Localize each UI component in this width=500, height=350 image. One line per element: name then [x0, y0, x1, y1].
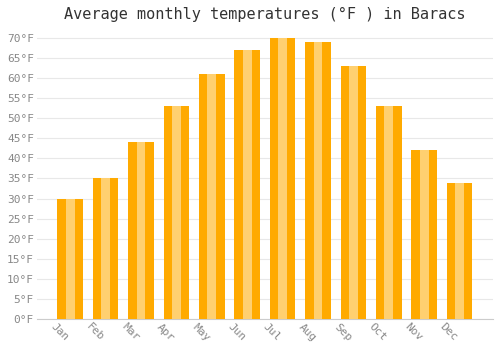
Bar: [455, 182, 464, 319]
Bar: [66, 198, 74, 319]
Bar: [349, 66, 358, 319]
Bar: [199, 74, 224, 319]
Bar: [384, 106, 393, 319]
Bar: [447, 182, 472, 319]
Bar: [270, 38, 295, 319]
Bar: [172, 106, 181, 319]
Bar: [314, 42, 322, 319]
Bar: [164, 106, 189, 319]
Title: Average monthly temperatures (°F ) in Baracs: Average monthly temperatures (°F ) in Ba…: [64, 7, 466, 22]
Bar: [278, 38, 287, 319]
Bar: [234, 50, 260, 319]
Bar: [412, 150, 437, 319]
Bar: [340, 66, 366, 319]
Bar: [93, 178, 118, 319]
Bar: [128, 142, 154, 319]
Bar: [58, 198, 83, 319]
Bar: [242, 50, 252, 319]
Bar: [208, 74, 216, 319]
Bar: [136, 142, 145, 319]
Bar: [101, 178, 110, 319]
Bar: [305, 42, 330, 319]
Bar: [376, 106, 402, 319]
Bar: [420, 150, 428, 319]
